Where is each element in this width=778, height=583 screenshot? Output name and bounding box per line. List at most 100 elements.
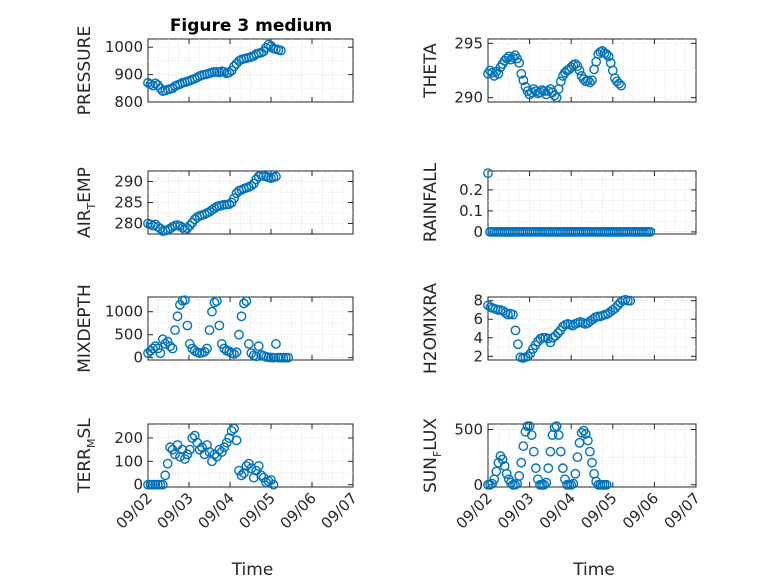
data-point <box>211 296 222 307</box>
data-point <box>545 446 556 457</box>
data-point <box>516 457 527 468</box>
data-point <box>231 435 242 446</box>
y-axis-label: TERRMSL <box>75 418 98 494</box>
data-point <box>625 295 636 306</box>
data-point <box>587 75 597 86</box>
data-point <box>167 343 178 354</box>
data-point <box>513 339 523 350</box>
data-point <box>165 341 176 352</box>
y-tick-label: 0 <box>473 476 483 494</box>
x-tick-label: 09/02 <box>113 489 156 532</box>
x-tick-label: 09/02 <box>453 489 496 532</box>
data-point <box>501 468 512 479</box>
y-tick-label: 900 <box>114 66 143 84</box>
data-point <box>514 471 525 481</box>
data-point <box>204 447 215 457</box>
y-tick-label: 290 <box>114 173 143 191</box>
data-point <box>283 352 294 363</box>
data-point <box>525 348 536 359</box>
data-point <box>518 441 529 452</box>
data-point <box>150 341 161 352</box>
data-point <box>567 320 578 331</box>
data-point <box>576 427 587 438</box>
data-point <box>268 352 279 363</box>
data-point <box>224 67 235 78</box>
data-point <box>487 478 498 489</box>
axes-frame <box>147 296 354 361</box>
data-point <box>160 339 171 349</box>
data-point <box>645 226 656 237</box>
data-point <box>234 329 244 340</box>
data-point <box>510 325 521 336</box>
data-point <box>226 426 237 436</box>
data-point <box>528 446 539 457</box>
data-point <box>224 346 235 357</box>
axes-frame <box>487 170 697 235</box>
data-point <box>603 51 614 62</box>
data-point <box>207 306 217 317</box>
data-point <box>266 475 276 485</box>
data-point <box>601 49 612 60</box>
y-tick-label: 6 <box>473 310 483 328</box>
data-point <box>162 336 173 347</box>
data-point <box>268 479 279 490</box>
data-point <box>204 325 215 336</box>
data-point <box>160 470 171 481</box>
x-tick-label: 09/04 <box>536 489 579 532</box>
x-tick-label: 09/05 <box>577 489 620 532</box>
data-point <box>152 343 163 354</box>
data-point <box>524 421 535 432</box>
data-point <box>243 339 254 349</box>
y-tick-label: 0 <box>473 223 483 241</box>
data-point <box>170 325 180 336</box>
data-point <box>545 337 556 348</box>
data-point <box>229 423 240 434</box>
data-point <box>202 343 212 354</box>
y-tick-label: 800 <box>114 93 143 111</box>
data-point <box>229 349 240 359</box>
y-tick-label: 0 <box>133 476 143 494</box>
y-tick-label: 0.2 <box>459 181 483 199</box>
data-point <box>214 320 225 331</box>
y-tick-label: 0.1 <box>459 202 483 220</box>
x-axis-label: Time <box>231 560 274 580</box>
data-point <box>219 343 230 354</box>
x-tick-label: 09/07 <box>318 489 361 532</box>
data-point <box>557 463 568 474</box>
data-point <box>236 470 247 481</box>
data-point <box>574 65 585 76</box>
x-tick-label: 09/06 <box>277 489 320 532</box>
data-point <box>214 444 225 455</box>
data-point <box>236 311 247 322</box>
y-tick-label: 295 <box>454 34 483 52</box>
data-point <box>229 61 240 72</box>
data-point <box>150 78 161 89</box>
data-point <box>572 452 583 463</box>
y-tick-label: 4 <box>473 329 483 347</box>
data-point <box>241 296 252 307</box>
data-point <box>541 477 552 488</box>
x-axis-label: Time <box>572 560 615 580</box>
data-point <box>610 303 621 314</box>
data-point <box>157 479 168 490</box>
y-tick-label: 290 <box>454 89 483 107</box>
data-point <box>216 447 227 457</box>
data-point <box>551 92 562 103</box>
data-point <box>253 461 264 471</box>
data-point <box>243 458 254 469</box>
x-tick-label: 09/07 <box>661 489 704 532</box>
data-point <box>155 83 166 94</box>
data-point <box>224 199 235 210</box>
data-point <box>555 76 566 87</box>
data-point <box>199 449 210 460</box>
data-point <box>221 437 232 448</box>
data-point <box>570 468 581 479</box>
data-point <box>162 458 173 469</box>
data-point <box>552 328 563 339</box>
data-point <box>155 348 166 359</box>
y-axis-label: H2OMIXRA <box>421 283 441 374</box>
data-point <box>182 320 193 331</box>
